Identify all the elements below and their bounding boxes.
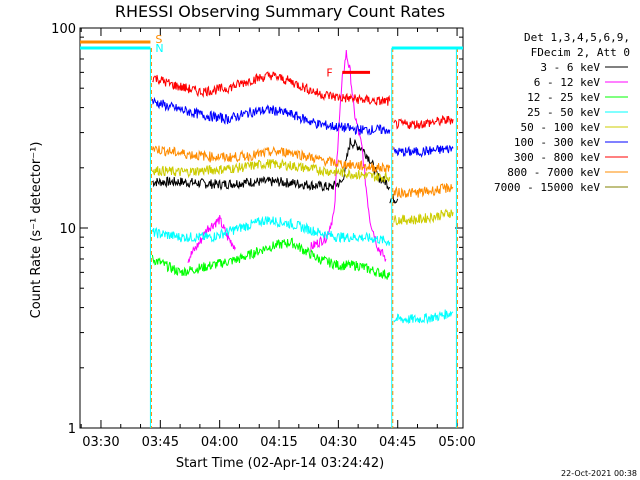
series-line [393, 208, 454, 226]
series-line [310, 49, 387, 262]
legend: Det 1,3,4,5,6,9, FDecim 2, Att 0 3 - 6 keV… [494, 31, 630, 194]
x-tick-label: 05:00 [438, 435, 475, 450]
y-axis-label: Count Rate (s⁻¹ detector⁻¹) [29, 142, 44, 319]
legend-entry-label: 3 - 6 keV [540, 61, 600, 74]
legend-entry-label: 25 - 50 keV [527, 106, 600, 119]
series-line [151, 215, 391, 247]
x-tick-label: 03:45 [142, 435, 179, 450]
series-line [393, 309, 454, 325]
legend-entry-label: 50 - 100 keV [521, 121, 601, 134]
series-line [393, 114, 454, 130]
series-line [389, 194, 399, 205]
x-axis-label: Start Time (02-Apr-14 03:24:42) [176, 456, 384, 471]
x-tick-label: 04:00 [201, 435, 238, 450]
footer-date: 22-Oct-2021 00:38 [561, 469, 637, 478]
series-line [393, 182, 454, 199]
x-tick-label: 04:15 [260, 435, 297, 450]
y-tick-label: 100 [51, 22, 76, 37]
plot-frame [79, 27, 464, 429]
series-line [151, 237, 391, 280]
series-line [151, 158, 391, 183]
x-tick-label: 03:30 [82, 435, 119, 450]
legend-entry-label: 300 - 800 keV [514, 151, 600, 164]
legend-entry-label: 12 - 25 keV [527, 91, 600, 104]
series-line [393, 144, 454, 158]
chart-title: RHESSI Observing Summary Count Rates [115, 2, 445, 21]
y-tick-label: 10 [59, 222, 76, 237]
legend-entry-label: 7000 - 15000 keV [494, 181, 600, 194]
series-line [152, 71, 391, 106]
n-marker-label: N [155, 42, 163, 55]
legend-header: FDecim 2, Att 0 [531, 46, 630, 59]
x-tick-label: 04:30 [320, 435, 357, 450]
x-tick-label: 04:45 [379, 435, 416, 450]
series-line [151, 96, 391, 136]
series-line [187, 215, 236, 264]
legend-entry-label: 6 - 12 keV [534, 76, 601, 89]
series-line [152, 137, 391, 192]
legend-header: Det 1,3,4,5,6,9, [524, 31, 630, 44]
flare-label: F [326, 66, 332, 79]
series-line [151, 145, 391, 173]
legend-entry-label: 100 - 300 keV [514, 136, 600, 149]
plot-area: 1 10 100 03:30 03:45 04:00 04:15 04:30 04:45 05:0… [51, 22, 476, 450]
s-marker-label: S [155, 33, 162, 46]
y-tick-label: 1 [68, 422, 76, 437]
legend-entry-label: 800 - 7000 keV [507, 166, 600, 179]
